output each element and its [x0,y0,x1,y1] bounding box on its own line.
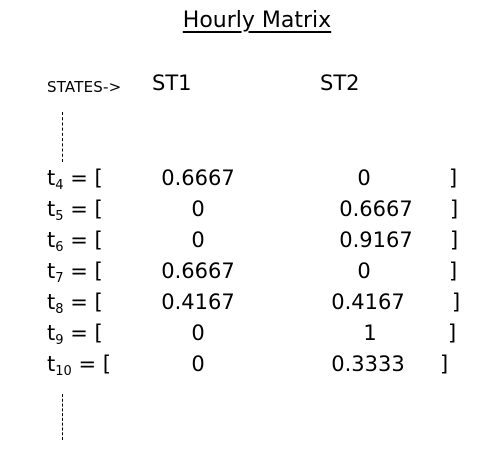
cell-st2: 0.4167 [331,290,405,314]
matrix-row: t9 = [ 0 1 ] [0,321,492,351]
cell-st1: 0 [191,228,205,252]
cell-st1: 0.6667 [161,166,235,190]
row-label: t5 = [ [47,197,103,224]
states-label: STATES-> [47,78,122,96]
close-bracket: ] [449,259,458,283]
close-bracket: ] [450,197,459,221]
row-label: t10 = [ [47,352,111,379]
close-bracket: ] [449,166,458,190]
matrix-row: t7 = [ 0.6667 0 ] [0,259,492,289]
row-label: t8 = [ [47,290,103,317]
column-header-st2: ST2 [320,71,360,95]
cell-st2: 0 [357,259,371,283]
close-bracket: ] [452,290,461,314]
matrix-row: t6 = [ 0 0.9167 ] [0,228,492,258]
continuation-dots-bottom [62,394,63,440]
cell-st1: 0 [191,352,205,376]
page-title: Hourly Matrix [182,8,332,33]
row-label: t4 = [ [47,166,103,193]
cell-st2: 0.6667 [339,197,413,221]
matrix-row: t8 = [ 0.4167 0.4167 ] [0,290,492,320]
cell-st1: 0.4167 [161,290,235,314]
matrix-row: t5 = [ 0 0.6667 ] [0,197,492,227]
row-label: t9 = [ [47,321,103,348]
cell-st2: 0 [357,166,371,190]
cell-st1: 0 [191,321,205,345]
cell-st1: 0.6667 [161,259,235,283]
row-label: t7 = [ [47,259,103,286]
cell-st2: 0.9167 [339,228,413,252]
column-header-st1: ST1 [152,71,192,95]
cell-st2: 0.3333 [331,352,405,376]
cell-st1: 0 [191,197,205,221]
close-bracket: ] [448,321,457,345]
row-label: t6 = [ [47,228,103,255]
matrix-row: t4 = [ 0.6667 0 ] [0,166,492,196]
close-bracket: ] [450,228,459,252]
continuation-dots-top [62,112,63,162]
cell-st2: 1 [363,321,377,345]
matrix-row: t10 = [ 0 0.3333 ] [0,352,492,382]
close-bracket: ] [440,352,449,376]
